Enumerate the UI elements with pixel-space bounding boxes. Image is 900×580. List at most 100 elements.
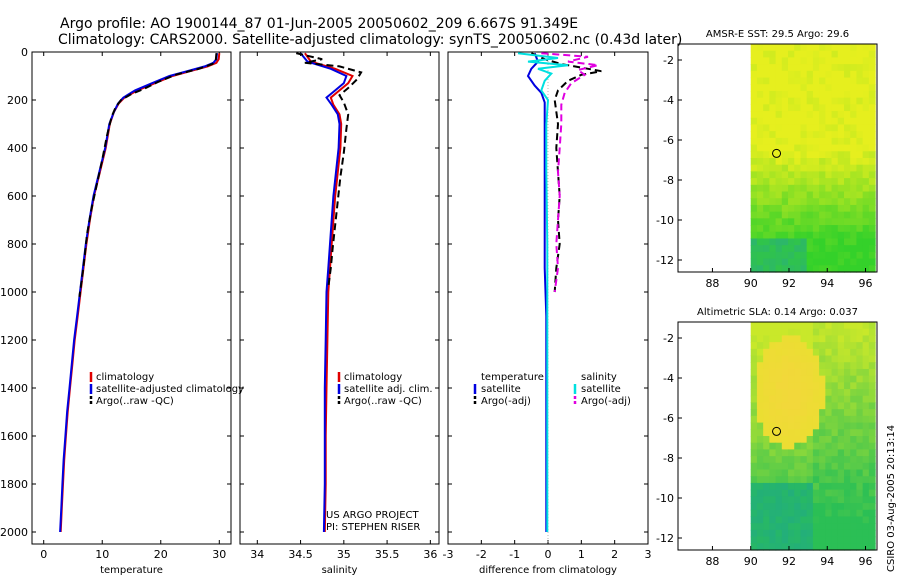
sst-map-cell xyxy=(781,245,789,253)
sst-map-cell xyxy=(800,265,808,273)
sla-map-cell xyxy=(819,422,826,430)
sla-map-cell xyxy=(850,375,858,383)
sst-map-cell xyxy=(856,117,864,126)
sst-map-cell xyxy=(775,164,783,173)
sla-map-cell xyxy=(775,536,783,544)
sst-map-cell xyxy=(781,131,789,139)
sst-map-cell xyxy=(750,245,758,253)
sla-map-cell xyxy=(868,516,876,524)
sla-map-cell xyxy=(800,348,808,357)
sst-map-cell xyxy=(868,198,876,206)
sst-map-cell xyxy=(775,178,783,186)
sst-map-cell xyxy=(868,77,876,85)
sla-map-cell xyxy=(862,348,870,357)
sla-map-cell xyxy=(825,503,833,511)
sla-map-cell xyxy=(837,543,845,551)
sst-map-cell xyxy=(794,117,802,126)
sla-map-cell xyxy=(800,342,808,350)
sla-map-cell xyxy=(750,476,758,484)
sst-map-cell xyxy=(868,124,876,132)
sla-map-ytick-label: -4 xyxy=(663,372,674,385)
sst-map-cell xyxy=(806,111,814,119)
sla-map-cell xyxy=(868,402,876,410)
sst-map-cell xyxy=(794,191,802,199)
sla-map-cell xyxy=(794,456,802,464)
sst-map-cell xyxy=(812,225,820,233)
sla-map-cell xyxy=(850,489,858,497)
sla-map-cell xyxy=(856,322,864,330)
sla-map-xtick-label: 94 xyxy=(820,555,834,568)
sst-map-cell xyxy=(850,137,858,146)
sla-map-cell xyxy=(831,409,839,417)
sst-map-cell xyxy=(837,178,845,186)
sst-map-cell xyxy=(763,171,770,179)
sla-map-cell xyxy=(781,422,789,430)
sla-map-cell xyxy=(862,342,870,350)
sla-map-cell xyxy=(831,389,839,397)
sst-map-cell xyxy=(812,111,820,119)
sla-map-cell xyxy=(788,382,795,390)
sst-map-cell xyxy=(806,178,814,186)
sla-map-cell xyxy=(794,503,802,511)
sla-map-cell xyxy=(750,469,758,477)
sst-map-cell xyxy=(862,218,870,226)
sla-map-cell xyxy=(763,429,770,437)
sst-map-cell xyxy=(781,84,789,92)
sla-map-cell xyxy=(781,375,789,383)
sst-map-cell xyxy=(868,225,876,233)
sst-map-cell xyxy=(862,44,870,52)
sla-map-cell xyxy=(806,509,814,518)
sla-map-cell xyxy=(769,335,777,343)
sla-map-cell xyxy=(794,348,802,357)
sst-map-cell xyxy=(850,191,858,199)
sst-map-cell xyxy=(831,231,839,240)
sla-map-cell xyxy=(843,496,851,504)
sst-map-cell xyxy=(788,218,795,226)
sla-map-cell xyxy=(862,462,870,471)
sla-map-cell xyxy=(850,322,858,330)
sst-map-cell xyxy=(862,164,870,173)
sst-map-cell xyxy=(800,90,808,99)
sla-map-cell xyxy=(806,328,814,337)
sst-map-cell xyxy=(856,90,864,99)
sla-map-cell xyxy=(843,529,851,538)
sst-map-cell xyxy=(812,70,820,79)
sst-map-cell xyxy=(806,158,814,166)
sst-map-cell xyxy=(775,258,783,266)
sst-map-cell xyxy=(800,231,808,240)
sla-map-cell xyxy=(843,482,851,491)
temperature-xtick-label: 20 xyxy=(154,548,168,561)
sla-map-cells xyxy=(750,322,876,551)
sla-map-cell xyxy=(794,462,802,471)
sla-map-cell xyxy=(750,442,758,451)
sla-map-cell xyxy=(781,503,789,511)
sla-map-cell xyxy=(800,328,808,337)
sst-map-cell xyxy=(775,117,783,126)
sst-map-cell xyxy=(794,77,802,85)
sst-map-cell xyxy=(775,245,783,253)
sla-map-cell xyxy=(831,322,839,330)
sst-map-cell xyxy=(788,70,795,79)
sla-map-cell xyxy=(825,328,833,337)
sst-map-cell xyxy=(788,231,795,240)
sst-map-cell xyxy=(769,225,777,233)
sst-map-cell xyxy=(819,131,826,139)
sst-map-cell xyxy=(769,204,777,213)
sla-map-cell xyxy=(769,322,777,330)
sla-map-cell xyxy=(750,415,758,424)
sla-map-cell xyxy=(819,503,826,511)
sla-map-cell xyxy=(763,382,770,390)
sst-map-cell xyxy=(819,164,826,173)
sla-map-cell xyxy=(750,543,758,551)
sla-map-cell xyxy=(756,328,764,337)
sst-map-cell xyxy=(862,204,870,213)
sla-map-cell xyxy=(788,362,795,370)
sla-map-cell xyxy=(812,389,820,397)
sla-map-cell xyxy=(800,335,808,343)
sla-map-cell xyxy=(837,328,845,337)
sla-map-cell xyxy=(843,489,851,497)
sla-map-cell xyxy=(794,328,802,337)
sla-map-cell xyxy=(800,543,808,551)
sla-map-cell xyxy=(825,456,833,464)
sst-map-cell xyxy=(763,131,770,139)
